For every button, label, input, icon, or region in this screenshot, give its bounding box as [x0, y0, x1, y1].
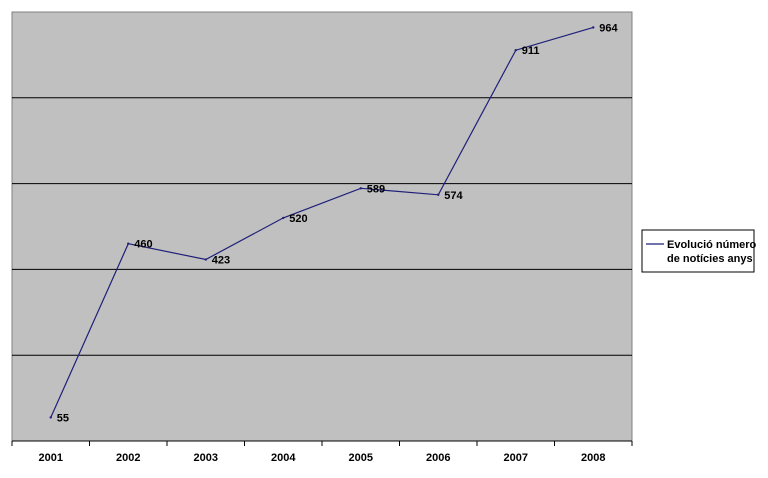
data-labels: 55 460 423 520 589 574 911 964	[57, 22, 619, 424]
data-point	[514, 48, 517, 52]
data-point	[359, 187, 362, 190]
legend: Evolució número de notícies anys	[641, 229, 757, 273]
data-label: 460	[134, 239, 152, 251]
series-layer	[49, 26, 595, 419]
plot-area	[11, 11, 633, 442]
legend-label-line-2: de notícies anys	[667, 253, 753, 265]
x-tick-label: 2005	[349, 452, 373, 464]
x-tick-label: 2001	[39, 452, 63, 464]
series-line	[50, 26, 594, 418]
data-label: 911	[522, 45, 540, 57]
x-tick-label: 2002	[116, 452, 140, 464]
x-tick-label: 2004	[271, 452, 296, 464]
data-point	[282, 216, 285, 220]
data-point	[49, 416, 52, 419]
legend-label-line-1: Evolució número	[667, 239, 757, 251]
gridlines	[12, 11, 632, 356]
data-label: 520	[289, 213, 307, 225]
x-tick-label: 2007	[504, 452, 528, 464]
x-tick-label: 2008	[581, 452, 605, 464]
x-tick-label: 2006	[426, 452, 450, 464]
data-label: 55	[57, 412, 69, 424]
data-label: 574	[444, 190, 463, 202]
data-label: 423	[212, 255, 230, 267]
data-point	[204, 258, 207, 261]
legend-box	[641, 229, 755, 273]
x-tick-label: 2003	[194, 452, 218, 464]
data-point	[127, 242, 130, 245]
data-point	[437, 193, 440, 196]
x-axis-ticks: 2001 2002 2003 2004 2005 2006 2007 2008	[11, 441, 633, 464]
data-label: 589	[367, 183, 385, 195]
data-point	[592, 26, 595, 29]
data-label: 964	[599, 22, 618, 34]
